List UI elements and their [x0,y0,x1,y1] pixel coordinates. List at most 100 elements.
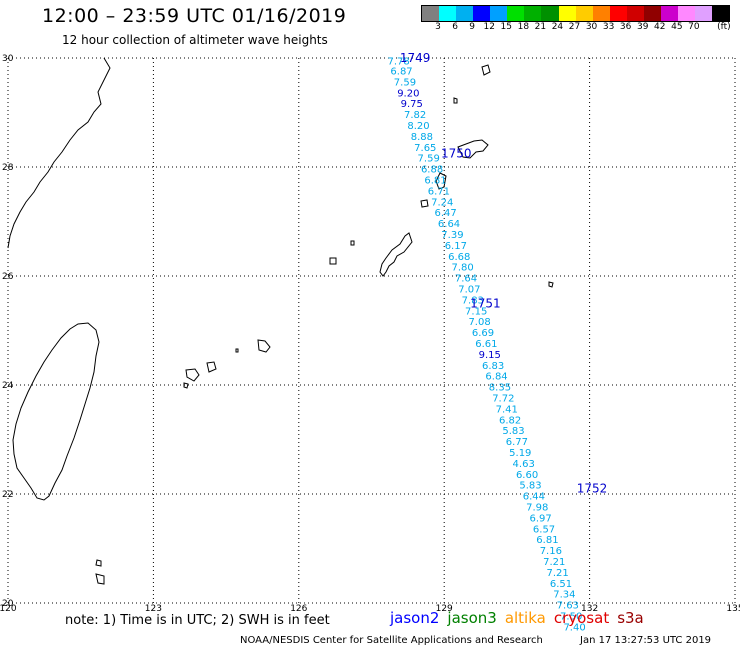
swh-value: 6.81 [424,176,446,187]
satellite-altika: altika [504,609,546,627]
swh-value: 5.19 [509,448,531,459]
swh-value: 7.24 [431,197,453,208]
swh-value: 6.69 [472,328,494,339]
colorbar-swatch [541,6,559,21]
pass-time-labels: 1749 1750 1751 1752 [400,51,607,496]
swh-value: 7.08 [468,317,490,328]
colorbar-tick: 21 [534,22,547,32]
swh-value: 7.72 [492,394,514,405]
colorbar-tick: 42 [654,22,666,32]
swh-value: 7.82 [404,110,426,121]
colorbar-tick: 9 [469,22,476,32]
swh-value: 7.40 [563,622,585,633]
colorbar-tick: 27 [568,22,581,32]
swh-value: 7.16 [540,546,562,557]
swh-value: 9.15 [479,350,501,361]
swh-value: 6.88 [421,165,443,176]
longitude-tick: 120 [0,604,17,614]
colorbar-tick: 6 [452,22,458,32]
swh-value: 7.80 [451,263,473,274]
colorbar-tick: 45 [671,22,683,32]
tokunoshima-island [435,172,447,190]
latitude-tick: 30 [2,54,14,64]
generation-timestamp: Jan 17 13:27:53 UTC 2019 [580,635,712,646]
footer-note: note: 1) Time is in UTC; 2) SWH is in fe… [65,613,330,628]
small-island [95,573,105,585]
iriomote-island [185,368,200,382]
miyako-island [206,361,217,373]
longitude-tick: 123 [145,604,162,614]
swh-value: 8.20 [407,121,429,132]
jason2-track: 7.786.877.599.209.757.828.208.887.657.59… [388,57,586,634]
latitude-tick: 20 [2,599,14,609]
swh-value: 7.21 [543,557,565,568]
okinawa-island [379,232,413,277]
colorbar-swatch [422,6,440,21]
china-coast [7,57,111,249]
swh-value: 6.47 [435,208,457,219]
swh-value: 6.97 [530,513,552,524]
colorbar-labels: 3 6 9 12 15 18 21 24 27 30 33 36 39 42 45 70 (ft) [421,22,730,34]
colorbar-swatch [609,6,627,21]
chart-title: 12:00 – 23:59 UTC 01/16/2019 [42,5,347,27]
small-island [453,97,458,104]
satellite-legend: jason2 jason3 altika cryosat s3a [390,609,652,627]
swh-value: 5.83 [519,481,541,492]
longitude-tick: 129 [436,604,453,614]
pass-time-label: 1752 [577,482,608,496]
colorbar-swatch [524,6,542,21]
swh-value: 7.59 [418,154,440,165]
swh-value: 6.64 [438,219,460,230]
satellite-jason2: jason2 [390,609,440,627]
longitude-tick: 132 [581,604,598,614]
swh-value: 6.17 [445,241,467,252]
swh-value: 6.83 [482,361,504,372]
colorbar-swatch [575,6,593,21]
swh-value: 7.98 [526,503,548,514]
swh-value: 7.65 [414,143,436,154]
pass-time-label: 1750 [441,146,472,160]
latitude-tick: 28 [2,163,14,173]
swh-value: 6.82 [499,415,521,426]
chart-subtitle: 12 hour collection of altimeter wave hei… [62,33,328,47]
colorbar-swatch [507,6,525,21]
colorbar-swatch [490,6,508,21]
swh-value: 7.59 [394,77,416,88]
swh-value: 8.35 [489,383,511,394]
swh-value: 7.15 [465,306,487,317]
latitude-tick: 22 [2,490,13,500]
small-island [548,281,554,288]
swh-value: 7.39 [441,230,463,241]
swh-value: 6.87 [390,67,412,78]
swh-value: 9.20 [397,88,419,99]
swh-value: 7.41 [496,404,518,415]
colorbar-tick: 33 [602,22,615,32]
yakushima-island [481,64,491,76]
small-island [235,348,239,353]
latitude-tick: 24 [2,381,14,391]
coastlines [7,57,554,585]
swh-value: 6.68 [448,252,470,263]
colorbar-tick: 12 [483,22,495,32]
swh-value: 7.50 [560,612,582,623]
swh-value: 5.83 [502,426,524,437]
colorbar-tick: 24 [551,22,564,32]
longitude-tick: 126 [290,604,307,614]
small-island [183,382,189,389]
swh-value: 6.71 [428,186,450,197]
satellite-jason3: jason3 [447,609,497,627]
small-island [95,559,102,567]
swh-value: 7.21 [546,568,568,579]
pass-time-label: 1749 [400,51,431,65]
swh-value: 7.83 [462,295,484,306]
colorbar-swatch [626,6,644,21]
satellite-cryosat: cryosat [553,609,610,627]
kumejima-island [329,257,337,265]
colorbar-swatch [456,6,474,21]
colorbar-unit: (ft) [717,22,731,32]
swh-value: 7.63 [557,601,579,612]
small-island [350,240,355,246]
swh-value: 6.51 [550,579,572,590]
swh-value: 7.64 [455,274,477,285]
swh-value: 7.07 [458,285,480,296]
